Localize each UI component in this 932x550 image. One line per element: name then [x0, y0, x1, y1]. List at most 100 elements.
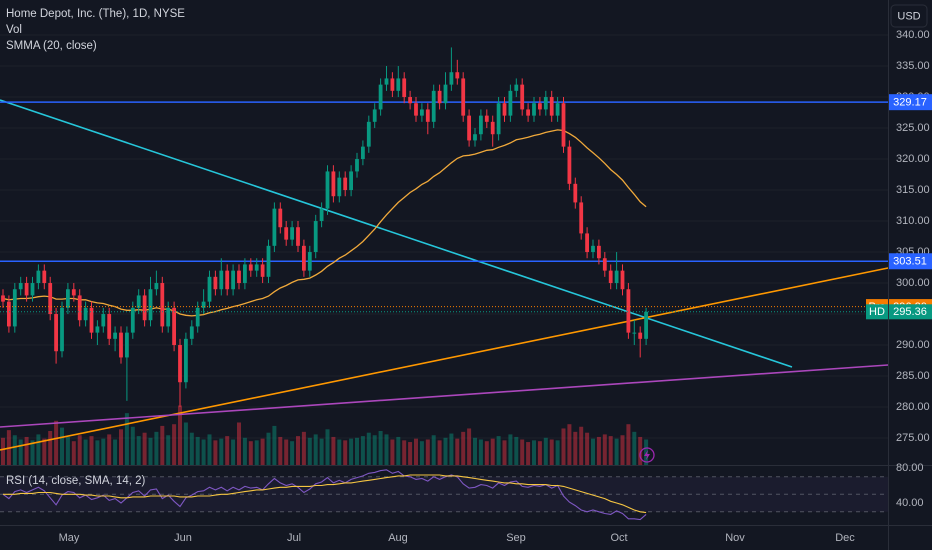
volume-bar	[461, 431, 466, 465]
volume-bar	[65, 436, 70, 465]
candle-body	[372, 109, 377, 122]
last-label: 295.36	[893, 306, 927, 318]
candle-body	[520, 84, 525, 110]
candle-body	[266, 245, 271, 277]
volume-bar	[18, 439, 23, 465]
candle-body	[549, 97, 554, 116]
volume-bar	[579, 426, 584, 465]
volume-bar	[520, 439, 525, 465]
volume-bar	[142, 432, 147, 465]
alert-icon[interactable]	[639, 447, 655, 463]
candle-body	[573, 183, 578, 203]
volume-bar	[183, 422, 188, 465]
currency[interactable]: USD	[897, 10, 920, 22]
y-tick-label: 300.00	[896, 277, 930, 289]
candle-body	[396, 78, 401, 91]
volume-bar	[296, 436, 300, 465]
candle-body	[213, 276, 218, 290]
volume-bar	[213, 440, 218, 465]
candle-body	[290, 227, 294, 240]
candle-body	[119, 332, 123, 358]
volume-bar	[514, 436, 519, 465]
volume-bar	[402, 440, 407, 465]
candle-body	[543, 97, 548, 110]
volume-bar	[225, 436, 230, 465]
candle-body	[83, 307, 88, 321]
volume-bar	[414, 438, 418, 465]
candle-body	[331, 171, 336, 197]
volume-bar	[130, 426, 135, 465]
volume-bar	[319, 438, 324, 465]
x-tick-label: Oct	[610, 532, 627, 544]
volume-bar	[189, 432, 194, 465]
rsi-label: RSI (14, close, SMA, 14, 2)	[6, 475, 146, 487]
volume-bar	[596, 436, 601, 465]
candle-body	[302, 245, 306, 271]
candle-body	[225, 270, 230, 290]
candle-body	[125, 332, 129, 358]
y-tick-label: 335.00	[896, 60, 930, 72]
candle-body	[219, 270, 224, 290]
candle-body	[455, 72, 460, 79]
candle-body	[591, 245, 595, 253]
volume-bar	[242, 437, 247, 465]
volume-bar	[12, 435, 17, 465]
x-tick-label: Jun	[174, 532, 192, 544]
volume-bar	[95, 440, 100, 465]
volume-bar	[313, 434, 318, 465]
volume-bar	[60, 427, 64, 465]
candle-body	[160, 283, 165, 327]
currency-button[interactable]	[890, 4, 928, 28]
candle-body	[402, 78, 407, 98]
candle-body	[201, 301, 206, 308]
candle-body	[325, 171, 330, 209]
volume-bar	[478, 439, 483, 465]
axes: 340.00335.00330.00325.00320.00315.00310.…	[59, 29, 932, 544]
candle-body	[479, 115, 483, 135]
trend-line	[0, 364, 889, 428]
candle-body	[602, 258, 607, 271]
y-tick-label: 340.00	[896, 29, 930, 41]
volume-bar	[449, 433, 454, 465]
candle-body	[184, 338, 188, 383]
candle-body	[526, 109, 530, 116]
candle-body	[414, 103, 418, 116]
volume-bar	[219, 438, 224, 465]
candle-body	[467, 115, 471, 141]
candle-body	[30, 283, 35, 296]
volume-bar	[355, 437, 359, 465]
volume-bar	[455, 438, 460, 465]
y-tick-label: 285.00	[896, 370, 930, 382]
volume-bar	[136, 436, 141, 465]
y-tick-label: 290.00	[896, 339, 930, 351]
candle-body	[54, 314, 58, 352]
volume-bar	[278, 436, 283, 465]
volume-bar	[372, 435, 377, 465]
volume-bar	[89, 436, 94, 465]
volume-bar	[1, 437, 5, 465]
volume-bar	[195, 436, 200, 465]
volume-bar	[290, 441, 295, 465]
candle-body	[278, 208, 283, 228]
candle-body	[555, 103, 560, 116]
volume-bar	[266, 432, 271, 465]
volume-bar	[107, 434, 112, 465]
volume-label: Vol	[6, 24, 22, 36]
level-box	[889, 253, 932, 270]
volume-bar	[532, 440, 536, 465]
volume-bar	[396, 436, 401, 465]
x-tick-label: May	[59, 532, 80, 544]
icon-bolt[interactable]	[644, 450, 650, 460]
volume-bar	[207, 434, 212, 465]
candle-body	[101, 314, 106, 327]
icon-ring[interactable]	[639, 447, 655, 463]
candle-body	[502, 103, 507, 116]
candle-body	[195, 307, 200, 327]
volume-bar	[71, 441, 76, 465]
candle-body	[189, 326, 194, 339]
y-tick-label: 280.00	[896, 401, 930, 413]
x-tick-label: Dec	[835, 532, 855, 544]
candle-body	[425, 109, 430, 122]
